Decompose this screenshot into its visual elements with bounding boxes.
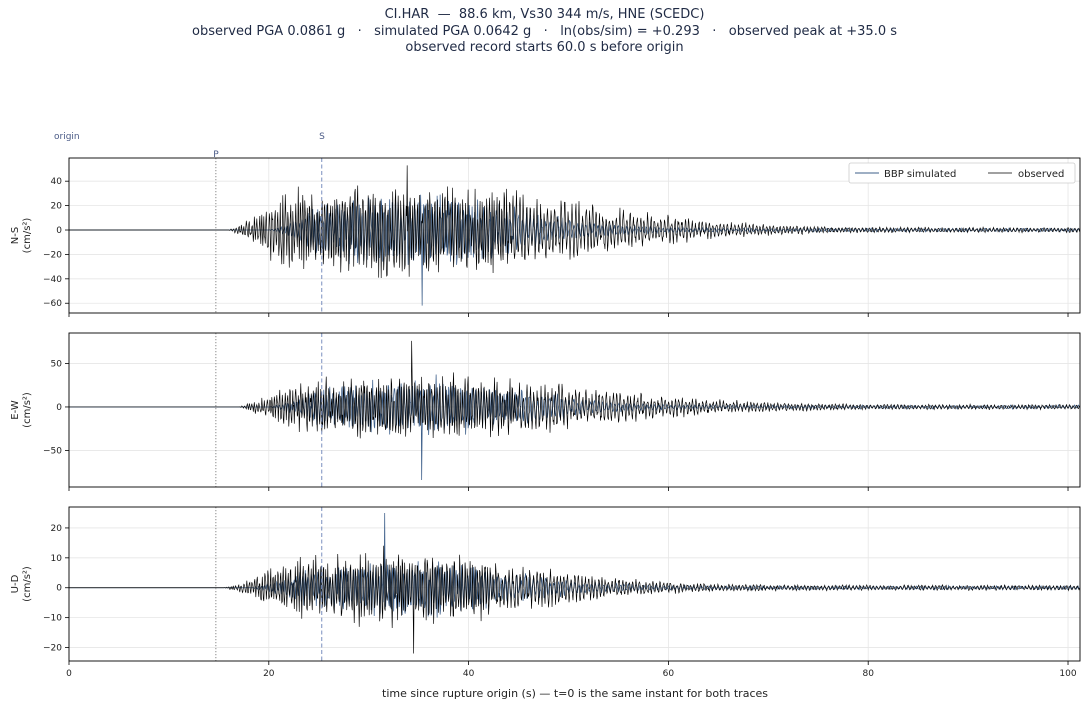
y-tick-label: −10 [43,614,62,624]
x-tick-label: 60 [663,669,675,679]
y-tick-label: 0 [56,584,62,594]
y-tick-label: 40 [51,177,63,187]
panel-frame [68,506,1081,662]
origin-marker-label: origin [54,132,80,142]
observed-trace-n-s [69,165,1080,279]
y-axis-title-component: U-D [10,574,21,593]
y-tick-label: −20 [43,644,62,654]
y-tick-label: 0 [56,403,62,413]
y-tick-label: −50 [43,446,62,456]
x-tick-label: 0 [66,669,72,679]
figure-title: CI.HAR — 88.6 km, Vs30 344 m/s, HNE (SCE… [0,7,1089,57]
observed-trace-e-w [69,340,1080,439]
y-tick-label: −20 [43,250,62,260]
y-axis-title-units: (cm/s²) [22,218,33,254]
title-line-station: CI.HAR — 88.6 km, Vs30 344 m/s, HNE (SCE… [384,7,705,22]
p-marker-label: P [213,150,219,160]
y-tick-label: 0 [56,226,62,236]
x-tick-label: 20 [263,669,275,679]
y-tick-label: 10 [51,554,63,564]
x-tick-label: 40 [463,669,475,679]
y-axis-title-component: E-W [10,400,21,420]
legend-box [848,162,1076,184]
legend-simulated-label: BBP simulated [884,169,956,180]
y-tick-label: 50 [51,359,63,369]
y-tick-label: 20 [51,202,63,212]
s-marker-label: S [319,132,325,142]
y-tick-label: 20 [51,524,63,534]
y-axis-title-units: (cm/s²) [22,392,33,428]
y-axis-title-component: N-S [10,227,21,244]
x-tick-label: 80 [862,669,874,679]
observed-trace-u-d [69,545,1080,654]
title-line-record: observed record starts 60.0 s before ori… [405,40,684,55]
panel-ew: −50 0 50 E-W (cm/s²) [10,332,1081,491]
panel-ud: 0 20 40 60 80 100 −20 −10 0 10 20 U-D (cm/s²) [10,506,1081,679]
title-line-pga: observed PGA 0.0861 g · simulated PGA 0.… [191,23,898,39]
y-tick-label: −60 [43,299,62,309]
simulated-trace-e-w [69,374,1080,481]
y-tick-label: −40 [43,275,62,285]
y-axis-title-units: (cm/s²) [22,566,33,602]
panel-frame [68,157,1081,314]
legend: BBP simulated observed [848,162,1076,184]
panel-frame [68,332,1081,488]
x-axis-label: time since rupture origin (s) — t=0 is t… [382,687,768,700]
legend-observed-label: observed [1018,169,1064,180]
simulated-trace-u-d [69,512,1080,618]
x-tick-label: 100 [1059,669,1076,679]
